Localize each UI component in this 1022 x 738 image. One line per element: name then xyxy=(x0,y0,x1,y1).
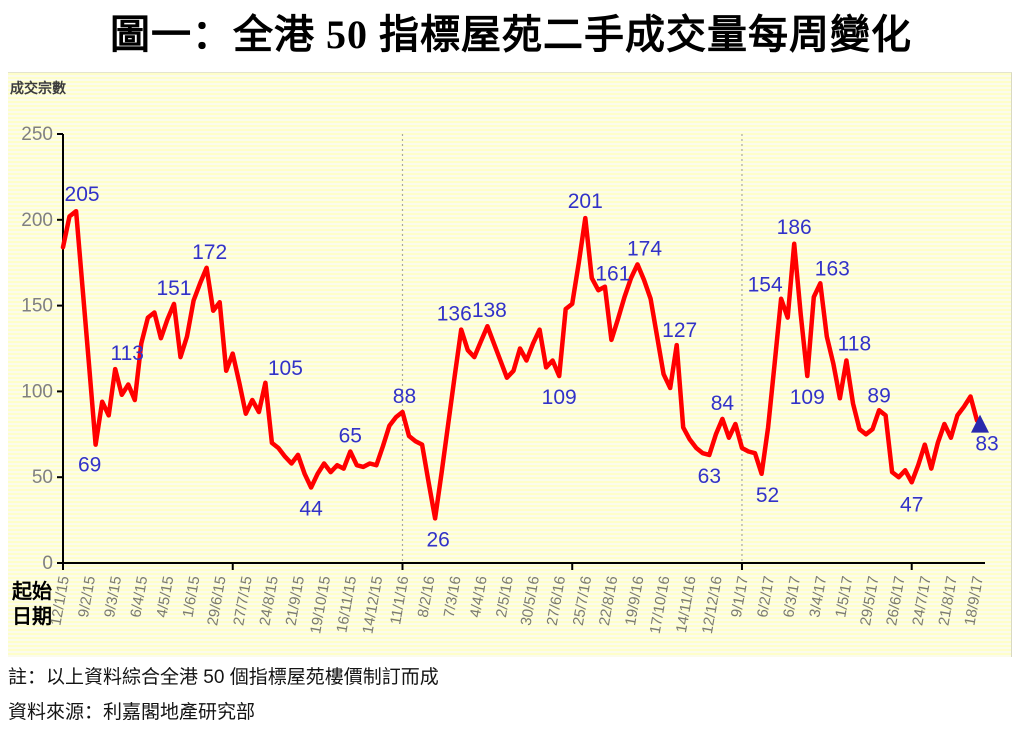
data-point-label: 205 xyxy=(65,183,100,206)
data-point-label: 113 xyxy=(110,342,143,365)
x-date-label: 27/7/15 xyxy=(230,575,255,627)
x-date-label: 27/6/16 xyxy=(544,575,569,627)
x-date-label: 26/6/17 xyxy=(883,575,908,627)
x-date-label: 25/7/16 xyxy=(570,575,595,627)
x-date-label: 4/4/16 xyxy=(467,575,491,619)
data-point-label: 63 xyxy=(698,465,721,488)
x-date-label: 24/8/15 xyxy=(256,575,281,627)
data-point-label: 89 xyxy=(867,384,890,407)
x-axis-title: 起始 日期 xyxy=(12,580,52,630)
data-point-label: 186 xyxy=(777,216,812,239)
data-point-label: 26 xyxy=(426,528,449,551)
x-date-label: 9/3/15 xyxy=(101,575,125,619)
data-point-label: 88 xyxy=(393,385,416,408)
chart-title: 圖一：全港 50 指標屋苑二手成交量每周變化 xyxy=(110,12,912,57)
data-point-label: 118 xyxy=(838,333,871,356)
x-date-label: 11/1/16 xyxy=(387,575,412,626)
x-date-label: 12/1/15 xyxy=(48,575,73,627)
footnotes: 註：以上資料綜合全港 50 個指標屋苑樓價制訂而成 資料來源：利嘉閣地產研究部 xyxy=(8,660,439,730)
data-point-label: 163 xyxy=(815,257,850,280)
x-date-label: 9/2/15 xyxy=(75,575,99,619)
x-date-label: 22/8/16 xyxy=(596,575,621,627)
y-tick-label: 250 xyxy=(21,124,53,145)
x-date-label: 21/8/17 xyxy=(935,575,960,627)
y-tick-label: 200 xyxy=(21,210,53,231)
y-tick-label: 150 xyxy=(21,296,53,317)
y-tick-label: 0 xyxy=(42,553,53,574)
data-point-label: 44 xyxy=(299,497,323,520)
data-point-label: 83 xyxy=(975,433,998,456)
x-date-label: 7/3/16 xyxy=(441,575,465,619)
data-point-label: 65 xyxy=(339,424,362,447)
data-point-label: 138 xyxy=(472,299,507,322)
x-date-label: 19/9/16 xyxy=(622,575,647,627)
data-point-label: 136 xyxy=(437,303,472,326)
data-point-label: 109 xyxy=(790,386,825,409)
series-line xyxy=(60,208,980,521)
data-point-label: 84 xyxy=(711,392,735,415)
note-line-2: 資料來源：利嘉閣地產研究部 xyxy=(8,702,256,723)
x-date-label: 8/2/16 xyxy=(415,575,439,619)
x-date-label: 21/9/15 xyxy=(283,575,308,627)
y-axis-title: 成交宗數 xyxy=(10,80,66,96)
x-date-label: 3/4/17 xyxy=(806,575,830,619)
x-date-label: 12/12/16 xyxy=(699,575,726,635)
x-date-label: 18/9/17 xyxy=(962,575,987,627)
x-date-label: 17/10/16 xyxy=(647,575,674,635)
x-date-label: 29/6/15 xyxy=(204,575,229,627)
data-point-label: 154 xyxy=(748,274,783,297)
end-marker-triangle-icon xyxy=(971,414,989,433)
x-date-label: 16/11/15 xyxy=(334,575,361,634)
data-point-label: 201 xyxy=(568,190,603,213)
x-date-label: 6/3/17 xyxy=(780,575,804,619)
data-point-label: 161 xyxy=(595,263,630,286)
y-tick-label: 100 xyxy=(21,381,53,402)
x-date-label: 1/6/15 xyxy=(180,575,204,619)
data-point-label: 52 xyxy=(756,484,779,507)
y-tick-label: 50 xyxy=(32,467,53,488)
x-date-label: 29/5/17 xyxy=(857,575,882,627)
x-date-label: 24/7/17 xyxy=(909,575,934,627)
x-date-label: 19/10/15 xyxy=(307,575,334,635)
x-date-label: 14/12/15 xyxy=(359,575,386,635)
x-date-label: 30/5/16 xyxy=(518,575,543,627)
x-date-label: 14/11/16 xyxy=(673,575,700,634)
x-date-label: 1/5/17 xyxy=(832,575,856,619)
x-date-label: 2/5/16 xyxy=(493,575,517,619)
x-date-label: 6/2/17 xyxy=(754,575,778,619)
data-point-label: 127 xyxy=(662,319,697,342)
data-point-label: 109 xyxy=(542,386,577,409)
x-date-label: 9/1/17 xyxy=(728,575,752,619)
x-axis-title-line2: 日期 xyxy=(12,606,52,628)
x-axis-title-line1: 起始 xyxy=(12,581,52,603)
data-point-label: 174 xyxy=(627,237,662,260)
data-point-label: 105 xyxy=(268,357,303,380)
data-point-label: 47 xyxy=(900,493,923,516)
data-point-label: 69 xyxy=(78,454,101,477)
data-point-label: 151 xyxy=(156,277,191,300)
note-line-1: 註：以上資料綜合全港 50 個指標屋苑樓價制訂而成 xyxy=(8,667,439,688)
data-point-label: 172 xyxy=(192,241,227,264)
x-date-label: 6/4/15 xyxy=(127,575,151,619)
x-date-label: 4/5/15 xyxy=(153,575,177,619)
